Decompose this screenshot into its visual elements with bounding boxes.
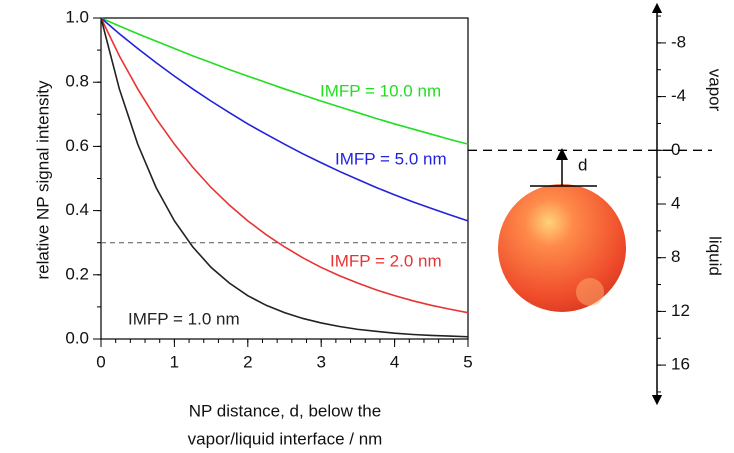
x-tick-label: 3 — [316, 352, 325, 371]
region-label: liquid — [706, 236, 725, 276]
y-tick-label: 1.0 — [65, 7, 89, 26]
x-tick-label: 1 — [170, 352, 179, 371]
x-axis-title: vapor/liquid interface / nm — [188, 429, 383, 448]
distance-label: d — [578, 155, 587, 174]
line-series — [100, 17, 469, 222]
x-tick-label: 2 — [243, 352, 252, 371]
depth-tick-label: 8 — [671, 247, 680, 266]
y-tick-label: 0.4 — [65, 200, 89, 219]
depth-tick-label: 12 — [671, 301, 690, 320]
line-series — [100, 17, 469, 338]
highlight — [576, 278, 604, 306]
series-label: IMFP = 1.0 nm — [128, 309, 240, 328]
series-label: IMFP = 10.0 nm — [320, 81, 441, 100]
line-series — [100, 17, 469, 145]
y-tick-label: 0.2 — [65, 264, 89, 283]
series-label: IMFP = 2.0 nm — [330, 251, 442, 270]
series-label: IMFP = 5.0 nm — [335, 149, 447, 168]
y-axis-title: relative NP signal intensity — [33, 80, 52, 280]
depth-tick-label: 0 — [671, 140, 680, 159]
region-label: vapor — [706, 69, 725, 112]
depth-tick-label: -4 — [671, 86, 686, 105]
plot-frame — [100, 17, 469, 340]
x-tick-label: 4 — [390, 352, 399, 371]
depth-tick-label: 16 — [671, 355, 690, 374]
x-axis-title: NP distance, d, below the — [189, 401, 381, 420]
line-series — [100, 17, 469, 314]
x-tick-label: 5 — [463, 352, 472, 371]
depth-tick-label: 4 — [671, 193, 680, 212]
y-tick-label: 0.0 — [65, 328, 89, 347]
depth-tick-label: -8 — [671, 32, 686, 51]
y-tick-label: 0.8 — [65, 72, 89, 91]
x-tick-label: 0 — [96, 352, 105, 371]
nanoparticle — [498, 184, 626, 312]
y-tick-label: 0.6 — [65, 136, 89, 155]
